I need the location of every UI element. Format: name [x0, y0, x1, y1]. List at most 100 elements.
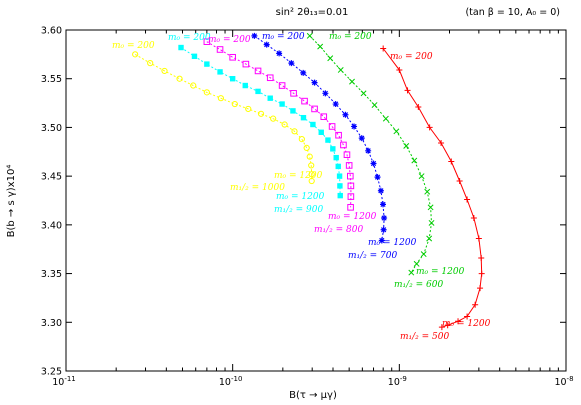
- data-point: [408, 269, 415, 276]
- plot-frame: [65, 29, 567, 372]
- data-point: [347, 204, 354, 211]
- series: [203, 38, 355, 211]
- data-point: [291, 128, 298, 135]
- chart-title: sin² 2θ₁₃=0.01: [276, 7, 349, 18]
- data-point: [470, 215, 477, 222]
- data-point: [306, 153, 313, 160]
- data-point: [267, 95, 273, 101]
- data-point: [257, 110, 265, 117]
- curve-label: m₀ = 200: [329, 32, 372, 42]
- data-point: [428, 219, 435, 226]
- data-point: [191, 53, 198, 60]
- data-point: [266, 74, 274, 82]
- curve-label: m₀ = 200: [168, 33, 211, 43]
- data-point: [310, 121, 316, 128]
- data-point: [308, 162, 315, 169]
- x-tick-label: 10-9: [388, 375, 407, 388]
- data-point: [132, 51, 139, 58]
- data-point: [333, 154, 339, 161]
- data-point: [229, 53, 236, 61]
- data-point: [332, 101, 339, 108]
- y-tick-label: 3.55: [41, 74, 62, 85]
- data-point: [478, 270, 485, 277]
- data-point: [337, 192, 343, 199]
- curve-label: m₀ = 200: [112, 41, 155, 51]
- data-point: [347, 182, 355, 190]
- data-point: [203, 89, 210, 96]
- data-point: [270, 115, 277, 122]
- data-point: [420, 251, 427, 258]
- data-point: [358, 135, 365, 142]
- y-axis-label: B(b → s γ)x10⁴: [6, 165, 17, 238]
- data-point: [281, 121, 288, 128]
- data-point: [216, 46, 224, 53]
- series: [306, 32, 435, 276]
- data-point: [276, 50, 283, 57]
- y-tick-label: 3.40: [41, 220, 62, 231]
- data-point: [147, 60, 154, 67]
- data-point: [464, 196, 471, 203]
- data-point: [360, 90, 367, 97]
- data-point: [370, 160, 377, 167]
- data-point: [424, 188, 431, 195]
- data-point: [475, 235, 482, 242]
- data-point: [336, 173, 343, 179]
- data-point: [325, 137, 331, 143]
- data-point: [300, 69, 307, 76]
- data-point: [438, 324, 445, 331]
- curve-label: m₀ = 1200: [416, 267, 465, 277]
- data-point: [300, 114, 307, 121]
- data-point: [371, 102, 378, 108]
- data-point: [365, 147, 372, 154]
- data-point: [242, 82, 248, 89]
- data-point: [308, 171, 315, 178]
- data-point: [245, 105, 252, 113]
- data-point: [345, 162, 353, 169]
- data-point: [418, 173, 425, 180]
- curve-label: m₁/₂ = 700: [348, 251, 397, 261]
- data-point: [347, 193, 355, 200]
- data-point: [342, 111, 349, 118]
- data-point: [279, 101, 285, 107]
- data-point: [251, 32, 258, 39]
- curve-label: m₀ = 1200: [276, 192, 325, 202]
- curve-label: m₀ = 200: [262, 32, 305, 42]
- data-point: [317, 43, 324, 50]
- data-point: [374, 174, 381, 181]
- curve-label: m₁/₂ = 900: [274, 205, 323, 215]
- data-point: [404, 87, 411, 94]
- data-point: [161, 67, 168, 75]
- data-point: [377, 187, 384, 194]
- series: [380, 45, 485, 331]
- data-point: [328, 123, 336, 130]
- data-point: [427, 204, 434, 211]
- data-point: [396, 66, 403, 73]
- data-point: [278, 82, 286, 89]
- data-point: [335, 163, 341, 170]
- data-point: [393, 128, 400, 135]
- data-point: [308, 177, 315, 185]
- data-point: [288, 60, 295, 67]
- data-point: [472, 301, 479, 308]
- data-point: [464, 313, 471, 320]
- data-point: [343, 151, 351, 159]
- curve-label: m₁/₂ = 800: [314, 225, 363, 235]
- data-point: [254, 67, 262, 75]
- data-point: [378, 237, 385, 244]
- data-point: [426, 235, 433, 242]
- data-point: [380, 226, 387, 233]
- data-point: [426, 124, 433, 131]
- data-point: [448, 158, 455, 165]
- data-point: [231, 100, 238, 108]
- data-point: [415, 103, 422, 110]
- y-tick-label: 3.60: [41, 26, 62, 37]
- data-point: [351, 123, 358, 130]
- curve-label: m₀ = 1200: [368, 238, 417, 248]
- data-point: [311, 79, 318, 86]
- data-point: [242, 60, 250, 68]
- x-tick-label: 10-10: [219, 375, 243, 388]
- data-point: [320, 113, 328, 121]
- data-point: [322, 90, 329, 97]
- data-point: [411, 157, 418, 164]
